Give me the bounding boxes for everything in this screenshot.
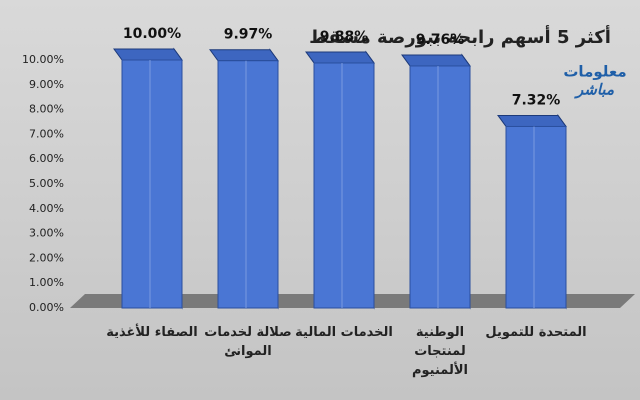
data-label: 9.76% (416, 32, 465, 48)
label-line: الموانئ (224, 344, 271, 359)
y-tick-label: 10.00% (22, 53, 64, 66)
y-tick-label: 8.00% (29, 103, 64, 116)
label-line: صلالة لخدمات (204, 325, 291, 340)
bar-top (401, 54, 471, 67)
bar-top (305, 51, 375, 64)
label-line: المتحدة للتمويل (485, 325, 586, 340)
bar-front (409, 65, 471, 309)
y-tick-label: 0.00% (29, 301, 64, 314)
label-line: الألمنيوم (412, 361, 468, 378)
y-tick-label: 6.00% (29, 152, 64, 165)
y-tick-label: 4.00% (29, 202, 64, 215)
x-tick-label: المتحدة للتمويل (485, 325, 586, 340)
x-tick-label: الخدمات المالية (295, 325, 393, 340)
bar-front (313, 62, 375, 309)
bar-front (121, 59, 183, 309)
watermark: معلومات (563, 63, 626, 81)
bar (305, 50, 375, 310)
label-line: الخدمات المالية (295, 325, 393, 340)
x-tick-label: الوطنية لمنتجات الألمنيوم (412, 325, 468, 378)
y-tick-label: 1.00% (29, 276, 64, 289)
bar (401, 53, 471, 310)
bar (497, 113, 567, 310)
watermark: مباشر (574, 81, 614, 99)
y-tick-label: 7.00% (29, 127, 64, 140)
y-tick-label: 9.00% (29, 78, 64, 91)
bar-top (113, 48, 183, 61)
bar-top (209, 49, 279, 62)
data-label: 9.88% (320, 29, 369, 45)
bar (113, 47, 183, 310)
x-tick-label: الصفاء للأغذية (106, 323, 197, 340)
bar-front (505, 125, 567, 309)
label-line: الصفاء للأغذية (106, 323, 197, 340)
data-label: 9.97% (224, 27, 273, 43)
label-line: الوطنية (416, 325, 464, 340)
label-line: لمنتجات (414, 344, 466, 359)
bar-front (217, 60, 279, 309)
y-tick-label: 3.00% (29, 227, 64, 240)
data-label: 10.00% (123, 26, 181, 42)
y-tick-label: 5.00% (29, 177, 64, 190)
x-tick-label: صلالة لخدمات الموانئ (204, 325, 291, 359)
bar (209, 48, 279, 310)
chart-title: أكثر 5 أسهم رابحة ببورصة مسقط (309, 25, 611, 48)
data-label: 7.32% (512, 92, 561, 108)
y-tick-label: 2.00% (29, 251, 64, 264)
bar-top (497, 114, 567, 127)
